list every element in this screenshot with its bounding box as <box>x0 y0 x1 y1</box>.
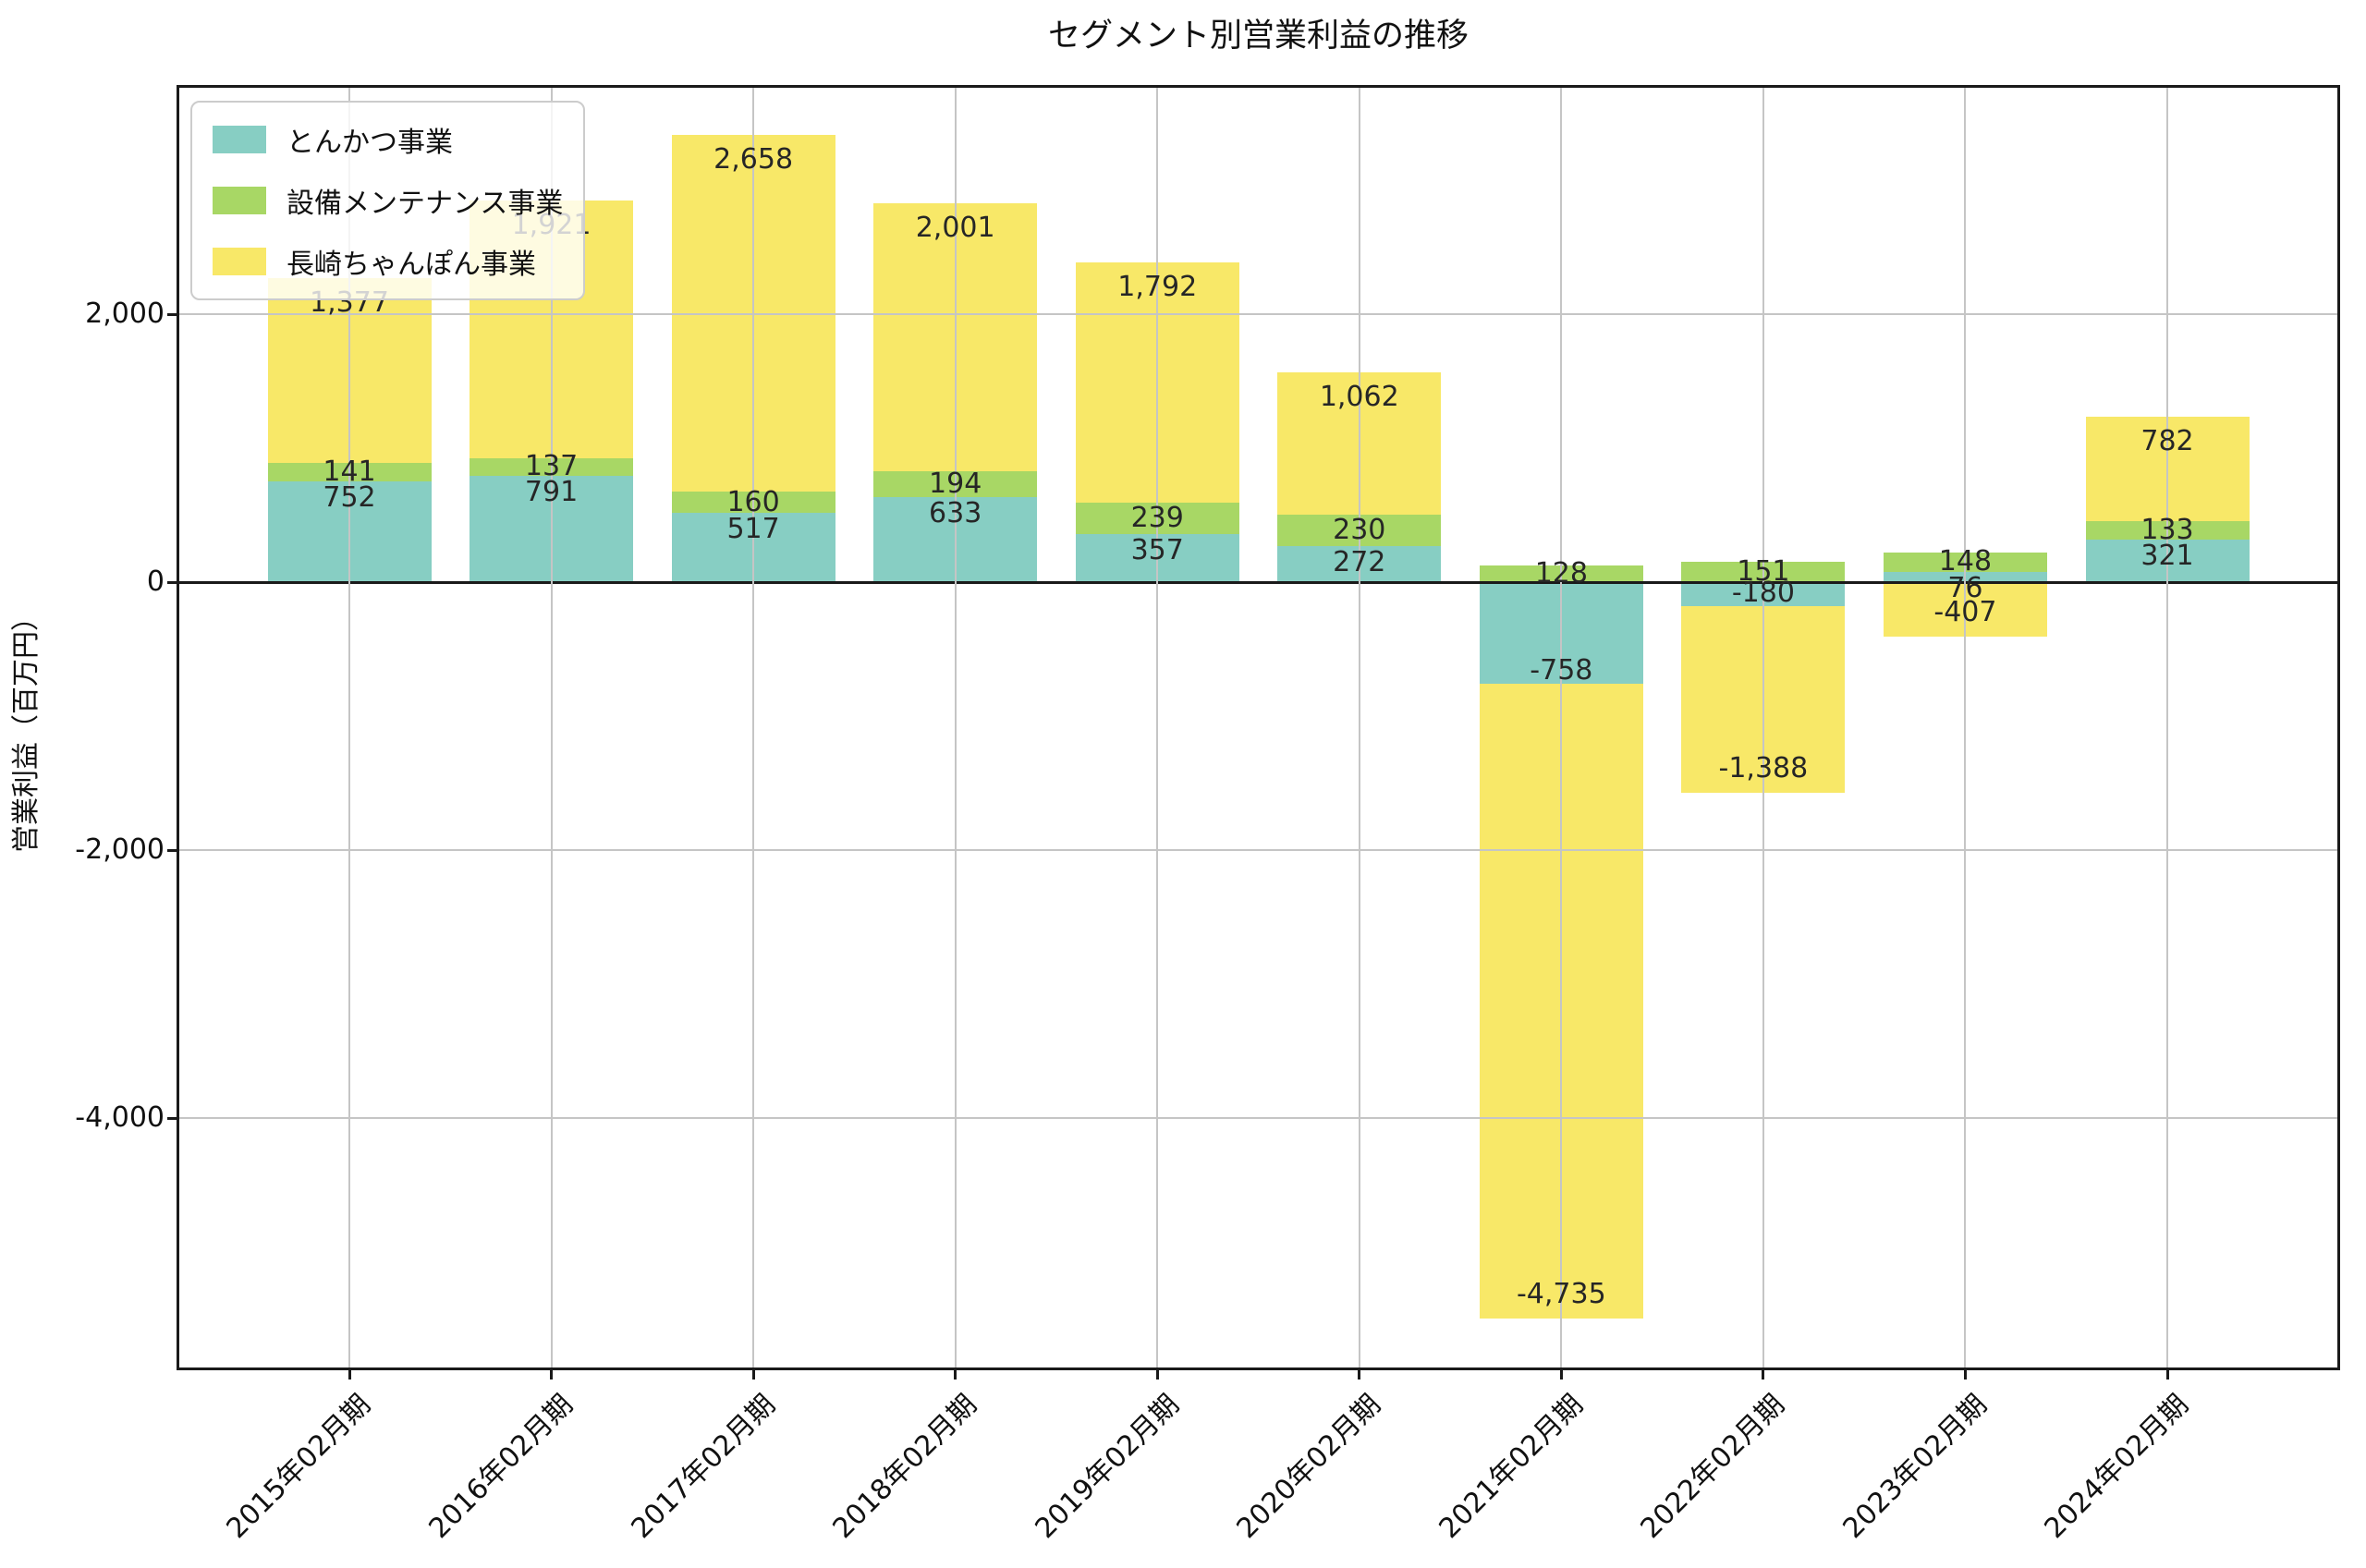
gridline-h <box>179 849 2337 852</box>
x-tick <box>1155 1367 1159 1380</box>
bar-value-label: 1,062 <box>1319 381 1399 414</box>
y-tick-label: 2,000 <box>85 298 165 331</box>
y-tick <box>167 848 179 852</box>
gridline-v <box>550 88 553 1367</box>
gridline-v <box>1358 88 1360 1367</box>
bar-value-label: 2,658 <box>713 143 794 176</box>
x-tick-label-text: 2020年02月期 <box>1230 1388 1388 1546</box>
bar-value-label: 160 <box>726 485 780 518</box>
bar-value-label: 517 <box>726 513 780 546</box>
legend-item-tonkatsu: とんかつ事業 <box>213 119 563 160</box>
gridline-h <box>179 313 2337 316</box>
x-tick <box>2165 1367 2169 1380</box>
gridline-h <box>179 1117 2337 1120</box>
bar-value-label: -1,388 <box>1718 751 1809 784</box>
gridline-v <box>954 88 957 1367</box>
legend-swatch-icon <box>213 248 266 275</box>
bar-value-label: 357 <box>1130 534 1184 567</box>
bar-value-label: 137 <box>524 450 579 483</box>
y-axis-title: 営業利益（百万円） <box>10 602 43 853</box>
legend-label: とんかつ事業 <box>287 127 453 159</box>
bar-value-label: 133 <box>2140 513 2194 546</box>
x-tick <box>1559 1367 1563 1380</box>
bar-value-label: 633 <box>929 497 982 530</box>
bar-value-label: 76 <box>1947 572 1983 605</box>
x-tick <box>1963 1367 1967 1380</box>
gridline-v <box>1560 88 1563 1367</box>
bar-value-label: -180 <box>1731 577 1795 610</box>
gridline-v <box>1964 88 1967 1367</box>
bar-value-label: -4,735 <box>1516 1277 1606 1310</box>
x-tick <box>348 1367 351 1380</box>
x-tick <box>1358 1367 1361 1380</box>
bar-value-label: 128 <box>1534 556 1588 590</box>
plot-area: とんかつ事業 設備メンテナンス事業 長崎ちゃんぽん事業 2,000 0 -2,000… <box>75 85 2340 1545</box>
y-tick-label: 0 <box>146 565 165 599</box>
bar-value-label: 2,001 <box>915 212 995 244</box>
gridline-v <box>752 88 755 1367</box>
bar-value-label: 151 <box>1737 555 1790 589</box>
y-tick <box>167 1116 179 1120</box>
legend-swatch-icon <box>213 187 266 214</box>
legend-label: 長崎ちゃんぽん事業 <box>287 249 536 281</box>
legend-label: 設備メンテナンス事業 <box>287 188 564 220</box>
legend-item-champon: 長崎ちゃんぽん事業 <box>213 241 563 282</box>
legend-item-maintenance: 設備メンテナンス事業 <box>213 180 563 221</box>
x-tick-label-text: 2023年02月期 <box>1836 1388 1994 1546</box>
bar-value-label: -407 <box>1933 596 1997 629</box>
x-tick-label-text: 2017年02月期 <box>625 1388 782 1546</box>
legend-swatch-icon <box>213 126 266 153</box>
bar-value-label: 239 <box>1130 502 1184 535</box>
bar-value-label: 272 <box>1333 545 1386 578</box>
y-tick <box>167 312 179 316</box>
gridline-v <box>348 88 350 1367</box>
x-tick <box>954 1367 957 1380</box>
gridline-v <box>2166 88 2168 1367</box>
bar-value-label: -758 <box>1530 654 1593 687</box>
bar-value-label: 1,792 <box>1117 270 1198 303</box>
x-tick <box>550 1367 554 1380</box>
legend: とんかつ事業 設備メンテナンス事業 長崎ちゃんぽん事業 <box>190 101 586 300</box>
bar-value-label: 752 <box>323 481 376 515</box>
gridline-v <box>1156 88 1159 1367</box>
x-tick-label-text: 2021年02月期 <box>1433 1388 1590 1546</box>
x-tick-label-text: 2016年02月期 <box>422 1388 579 1546</box>
x-tick <box>751 1367 755 1380</box>
bar-value-label: 148 <box>1938 545 1993 578</box>
x-tick-label-text: 2018年02月期 <box>826 1388 984 1546</box>
y-tick-label: -4,000 <box>75 1101 165 1135</box>
x-tick-label-text: 2015年02月期 <box>221 1388 378 1546</box>
chart-title: セグメント別営業利益の推移 <box>1047 18 1469 55</box>
bar-value-label: 782 <box>2140 424 2194 457</box>
gridline-v <box>1762 88 1764 1367</box>
x-tick-label-text: 2019年02月期 <box>1029 1388 1186 1546</box>
bar-value-label: 321 <box>2140 539 2194 572</box>
x-tick-label-text: 2024年02月期 <box>2039 1388 2196 1546</box>
bar-value-label: 141 <box>323 455 376 488</box>
x-tick <box>1762 1367 1765 1380</box>
bar-value-label: 791 <box>524 476 579 509</box>
x-tick-label-text: 2022年02月期 <box>1634 1388 1792 1546</box>
zero-axis-line <box>179 580 2337 584</box>
y-tick <box>167 580 179 584</box>
y-tick-label: -2,000 <box>75 833 165 867</box>
bar-value-label: 230 <box>1333 514 1386 547</box>
bar-value-label: 194 <box>929 468 982 501</box>
y-axis-title-box: 営業利益（百万円） <box>2 88 44 1367</box>
